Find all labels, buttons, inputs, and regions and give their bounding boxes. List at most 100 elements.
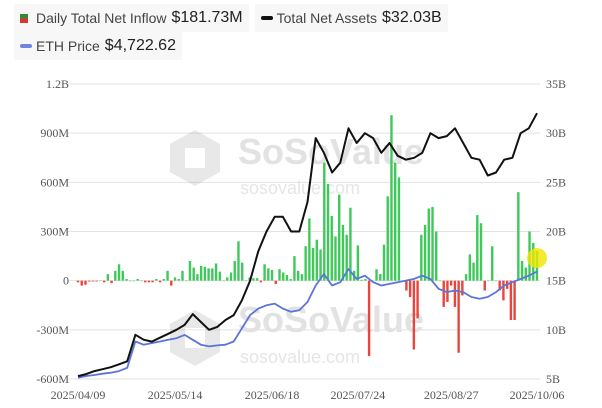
- inflow-bar: [442, 280, 445, 307]
- eth-swatch-icon: [20, 44, 32, 48]
- left-axis-tick: -600M: [36, 372, 69, 386]
- inflow-bar: [487, 280, 490, 282]
- inflow-bar: [431, 206, 434, 281]
- inflow-bar: [300, 274, 304, 281]
- inflow-bar: [513, 280, 516, 320]
- inflow-bar: [476, 215, 479, 281]
- watermark-sub: sosovalue.com: [240, 347, 360, 367]
- inflow-bar: [129, 280, 132, 282]
- inflow-bar: [263, 264, 266, 281]
- inflow-bar: [472, 262, 475, 281]
- inflow-bar: [259, 280, 263, 283]
- inflow-bar: [367, 280, 371, 357]
- x-axis-tick: 2025/08/27: [424, 388, 479, 402]
- inflow-bar: [308, 218, 311, 281]
- left-axis-tick: 1.2B: [46, 77, 69, 91]
- inflow-bar: [170, 280, 173, 286]
- x-axis-tick: 2025/06/18: [245, 388, 300, 402]
- legend-inflow[interactable]: Daily Total Net Inflow $181.73M: [14, 4, 249, 32]
- inflow-bar: [237, 241, 240, 281]
- inflow-bar: [390, 115, 393, 281]
- inflow-bar: [412, 280, 416, 350]
- inflow-bar: [520, 261, 524, 281]
- inflow-bar: [438, 280, 442, 282]
- inflow-bar: [483, 280, 486, 291]
- inflow-bar: [449, 280, 453, 286]
- inflow-bar: [102, 280, 106, 283]
- inflow-bar: [106, 274, 110, 281]
- lines: [77, 112, 538, 379]
- inflow-bar: [110, 280, 113, 284]
- cursor-highlight-icon: [527, 248, 547, 268]
- right-axis-tick: 35B: [546, 77, 566, 91]
- legend-assets[interactable]: Total Net Assets $32.03B: [254, 4, 448, 32]
- inflow-bar: [509, 280, 513, 320]
- right-axis-tick: 25B: [546, 175, 566, 189]
- inflow-bar: [252, 278, 255, 281]
- inflow-bar: [199, 265, 203, 281]
- left-axis-tick: -300M: [36, 323, 69, 337]
- inflow-bar: [84, 280, 87, 285]
- inflow-bar: [132, 280, 136, 282]
- inflow-bar: [233, 261, 236, 281]
- inflow-bar: [423, 224, 427, 281]
- inflow-bar: [117, 264, 121, 281]
- inflow-bar: [143, 280, 147, 283]
- inflow-bar: [408, 280, 412, 298]
- inflow-bar: [214, 263, 218, 281]
- inflow-bar: [304, 246, 307, 281]
- inflow-bar: [185, 280, 188, 282]
- inflow-bar: [457, 280, 460, 353]
- watermark-text: SoSoValue: [238, 131, 424, 172]
- inflow-bar: [375, 269, 378, 281]
- inflow-bar: [393, 162, 397, 281]
- inflow-bar: [151, 280, 154, 283]
- inflow-bar: [397, 177, 401, 281]
- watermark-logo: [170, 130, 220, 186]
- inflow-swatch-icon: [20, 13, 28, 23]
- left-axis-tick: 900M: [40, 126, 69, 140]
- inflow-bar: [136, 279, 139, 281]
- inflow-bar: [461, 280, 464, 296]
- inflow-bar: [364, 279, 367, 281]
- inflow-bar: [341, 224, 345, 281]
- inflow-bar: [125, 279, 128, 281]
- watermark-logo: [170, 310, 220, 366]
- legend-row-2: ETH Price $4,722.62: [14, 32, 182, 60]
- inflow-bar: [285, 274, 289, 281]
- inflow-bar: [293, 256, 296, 281]
- inflow-bar: [240, 262, 244, 281]
- inflow-bar: [498, 280, 501, 291]
- inflow-bar: [323, 162, 326, 281]
- inflow-bar: [162, 279, 166, 281]
- inflow-bar: [211, 268, 214, 281]
- right-axis-tick: 5B: [546, 372, 560, 386]
- inflow-bar: [289, 279, 292, 281]
- inflow-bar: [405, 280, 408, 291]
- inflow-bar: [173, 277, 177, 281]
- inflow-bar: [379, 274, 382, 281]
- legend-assets-value: $32.03B: [382, 9, 442, 26]
- inflow-bar: [114, 270, 117, 281]
- left-axis-tick: 600M: [40, 175, 69, 189]
- inflow-bar: [244, 280, 248, 282]
- right-axis-tick: 15B: [546, 274, 566, 288]
- inflow-bar: [338, 194, 341, 281]
- legend-eth-label: ETH Price: [36, 38, 100, 54]
- legend-row-1: Daily Total Net Inflow $181.73M Total Ne…: [14, 4, 448, 32]
- x-axis-tick: 2025/10/06: [510, 388, 565, 402]
- inflow-bar: [517, 192, 520, 281]
- inflow-bar: [502, 280, 505, 301]
- x-axis-tick: 2025/07/24: [331, 388, 386, 402]
- inflow-bar: [99, 280, 102, 282]
- inflow-bar: [427, 208, 430, 281]
- left-axis-tick: 300M: [40, 225, 69, 239]
- watermarks: SoSoValue sosovalue.com SoSoValue sosova…: [170, 130, 424, 367]
- inflow-bar: [270, 270, 274, 281]
- left-axis-tick: 0: [63, 274, 69, 288]
- legend-eth[interactable]: ETH Price $4,722.62: [14, 32, 182, 60]
- inflow-bar: [453, 280, 457, 307]
- inflow-bar: [147, 280, 151, 283]
- inflow-bar: [334, 236, 337, 281]
